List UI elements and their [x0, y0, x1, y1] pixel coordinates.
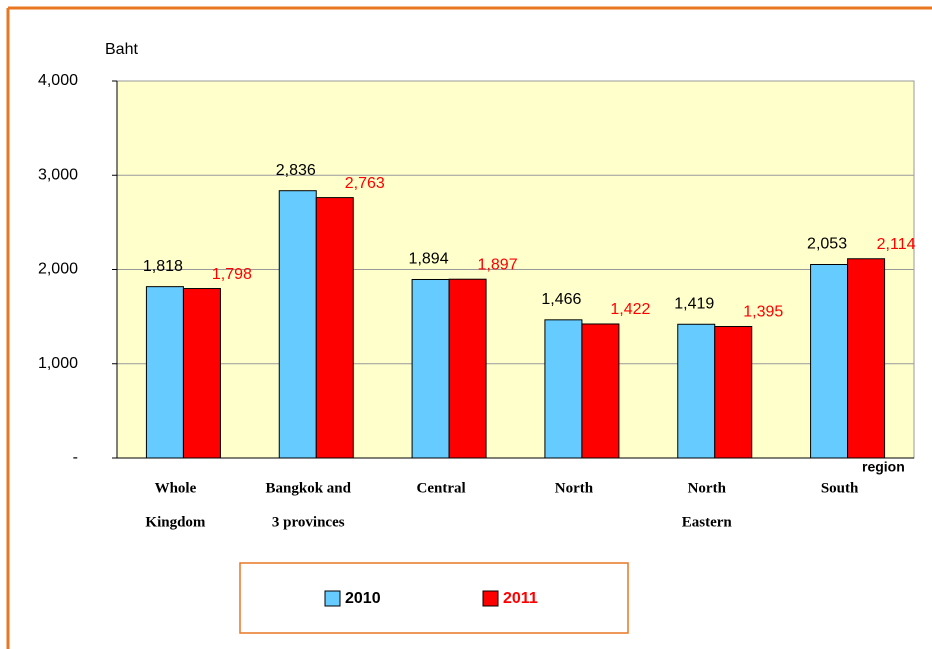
- bar: [182, 288, 221, 459]
- bar: [544, 319, 583, 459]
- bar: [810, 264, 849, 459]
- x-tick-label: Central: [417, 480, 466, 496]
- value-label: 1,818: [143, 258, 183, 275]
- value-label: 2,836: [276, 162, 316, 179]
- y-tick-label: 3,000: [38, 166, 78, 183]
- bar: [145, 286, 184, 459]
- value-label: 2,114: [877, 236, 916, 253]
- x-tick-label: North: [555, 480, 594, 496]
- value-label: 1,798: [212, 266, 252, 283]
- y-tick-label: 4,000: [38, 72, 78, 89]
- legend-swatch: [482, 590, 499, 607]
- value-label: 1,395: [743, 304, 783, 321]
- x-axis-label: region: [862, 459, 905, 475]
- x-tick-label: South: [821, 480, 859, 496]
- value-label: 1,466: [541, 291, 581, 308]
- x-tick-label: Eastern: [682, 514, 733, 530]
- x-tick-label: Whole: [155, 480, 197, 496]
- legend-swatch: [324, 590, 341, 607]
- x-tick-label: Bangkok and: [266, 480, 352, 496]
- value-label: 1,894: [409, 251, 449, 268]
- bar: [847, 258, 886, 459]
- bar: [278, 190, 317, 459]
- x-tick-label: Kingdom: [145, 514, 206, 530]
- y-tick-label: 1,000: [38, 355, 78, 372]
- bar: [581, 323, 620, 459]
- value-label: 1,897: [478, 256, 518, 273]
- x-tick-label: North: [688, 480, 727, 496]
- legend-box: [239, 562, 629, 634]
- bar: [448, 278, 487, 459]
- x-tick-label: 3 provinces: [272, 514, 345, 530]
- bar: [315, 197, 354, 459]
- y-tick-label: 2,000: [38, 261, 78, 278]
- bar: [714, 326, 753, 459]
- value-label: 2,763: [345, 175, 385, 192]
- value-label: 2,053: [807, 236, 847, 253]
- y-tick-label: -: [73, 449, 78, 466]
- y-axis-label: Baht: [105, 41, 138, 58]
- legend-label: 2010: [345, 590, 381, 607]
- value-label: 1,422: [610, 301, 650, 318]
- legend-label: 2011: [503, 590, 538, 607]
- bar: [411, 278, 450, 459]
- value-label: 1,419: [674, 295, 714, 312]
- bar: [677, 323, 716, 459]
